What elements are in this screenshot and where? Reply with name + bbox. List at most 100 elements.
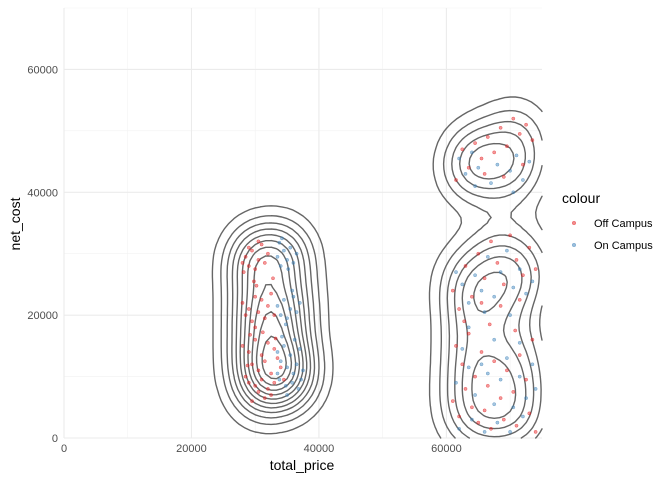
data-point-on-campus	[492, 294, 497, 299]
data-point-off-campus	[272, 347, 277, 351]
data-point-on-campus	[498, 270, 503, 274]
data-point-off-campus	[476, 251, 481, 256]
data-point-on-campus	[288, 245, 293, 250]
data-points	[240, 116, 538, 434]
data-point-on-campus	[277, 240, 282, 245]
data-point-off-campus	[479, 350, 484, 354]
data-point-off-campus	[454, 178, 458, 182]
data-point-on-campus	[521, 178, 525, 182]
legend-title: colour	[562, 190, 600, 206]
data-point-on-campus	[524, 396, 528, 400]
data-point-off-campus	[505, 144, 509, 149]
data-point-on-campus	[285, 258, 289, 262]
data-point-off-campus	[513, 328, 518, 333]
data-point-off-campus	[492, 150, 497, 155]
data-point-on-campus	[533, 387, 538, 391]
data-point-on-campus	[466, 301, 471, 305]
data-point-off-campus	[505, 368, 509, 373]
data-point-off-campus	[463, 264, 468, 268]
grid-minor	[64, 7, 542, 438]
data-point-off-campus	[533, 430, 538, 434]
data-point-on-campus	[521, 414, 525, 419]
data-point-on-campus	[460, 347, 465, 351]
data-point-off-campus	[250, 362, 254, 367]
data-point-off-campus	[240, 261, 245, 265]
data-point-off-campus	[246, 380, 251, 385]
y-tick-label: 20000	[27, 310, 58, 322]
data-point-off-campus	[463, 387, 468, 391]
data-point-off-campus	[250, 248, 254, 253]
data-point-off-campus	[492, 359, 497, 364]
data-point-on-campus	[285, 316, 289, 321]
data-point-on-campus	[473, 273, 477, 278]
data-point-on-campus	[517, 374, 522, 379]
data-point-off-campus	[517, 132, 522, 136]
data-point-off-campus	[256, 258, 261, 262]
data-point-off-campus	[246, 245, 251, 250]
data-point-off-campus	[259, 297, 264, 302]
data-point-off-campus	[256, 239, 261, 244]
data-point-on-campus	[473, 184, 477, 188]
data-point-off-campus	[272, 313, 277, 317]
data-point-on-campus	[291, 294, 296, 299]
data-point-off-campus	[466, 165, 471, 170]
data-point-off-campus	[466, 331, 471, 336]
data-point-on-campus	[288, 353, 293, 357]
data-point-off-campus	[450, 399, 455, 403]
data-point-off-campus	[246, 307, 251, 311]
data-point-off-campus	[248, 332, 252, 337]
data-point-on-campus	[291, 371, 296, 376]
data-point-on-campus	[283, 322, 288, 327]
density-contours	[211, 96, 543, 439]
data-point-off-campus	[514, 423, 519, 428]
y-tick-label: 40000	[27, 187, 58, 199]
data-point-off-campus	[517, 353, 522, 357]
density-contour-level	[220, 109, 543, 439]
data-point-off-campus	[273, 336, 278, 341]
data-point-on-campus	[473, 393, 477, 397]
data-point-off-campus	[260, 330, 265, 335]
data-point-on-campus	[495, 162, 500, 167]
y-axis-title: net_cost	[7, 197, 23, 250]
x-tick-label: 20000	[176, 443, 207, 455]
data-point-off-campus	[243, 313, 248, 317]
data-point-off-campus	[489, 239, 493, 244]
data-point-off-campus	[527, 411, 532, 416]
data-point-off-campus	[454, 344, 458, 348]
data-point-off-campus	[262, 396, 267, 400]
data-point-off-campus	[241, 270, 246, 274]
data-point-on-campus	[280, 236, 284, 241]
data-point-on-campus	[511, 285, 516, 290]
data-point-on-campus	[285, 365, 289, 370]
data-point-on-campus	[527, 159, 532, 164]
data-point-on-campus	[286, 267, 291, 271]
data-point-off-campus	[511, 116, 516, 121]
data-point-on-campus	[278, 359, 283, 364]
data-point-off-campus	[282, 377, 286, 382]
data-point-on-campus	[285, 393, 289, 397]
data-point-on-campus	[283, 383, 288, 388]
data-point-off-campus	[262, 316, 267, 321]
data-point-off-campus	[495, 261, 500, 265]
data-point-on-campus	[460, 282, 465, 287]
data-point-off-campus	[246, 264, 251, 268]
data-point-off-campus	[527, 245, 532, 250]
data-point-off-campus	[482, 276, 487, 281]
data-point-on-campus	[498, 377, 503, 382]
data-point-off-campus	[524, 122, 528, 127]
data-point-on-campus	[470, 417, 474, 422]
data-point-on-campus	[476, 165, 481, 170]
data-point-on-campus	[292, 337, 297, 342]
data-point-on-campus	[275, 371, 280, 376]
x-axis-title: total_price	[270, 457, 335, 473]
data-point-off-campus	[254, 283, 259, 288]
data-point-off-campus	[485, 383, 490, 388]
data-point-off-campus	[266, 251, 270, 256]
data-point-on-campus	[470, 150, 474, 155]
data-point-off-campus	[460, 147, 465, 152]
density-contour-level	[243, 246, 304, 400]
legend-label-off-campus: Off Campus	[594, 218, 653, 230]
data-point-on-campus	[275, 350, 280, 354]
data-point-on-campus	[485, 371, 490, 376]
data-point-on-campus	[492, 402, 497, 407]
